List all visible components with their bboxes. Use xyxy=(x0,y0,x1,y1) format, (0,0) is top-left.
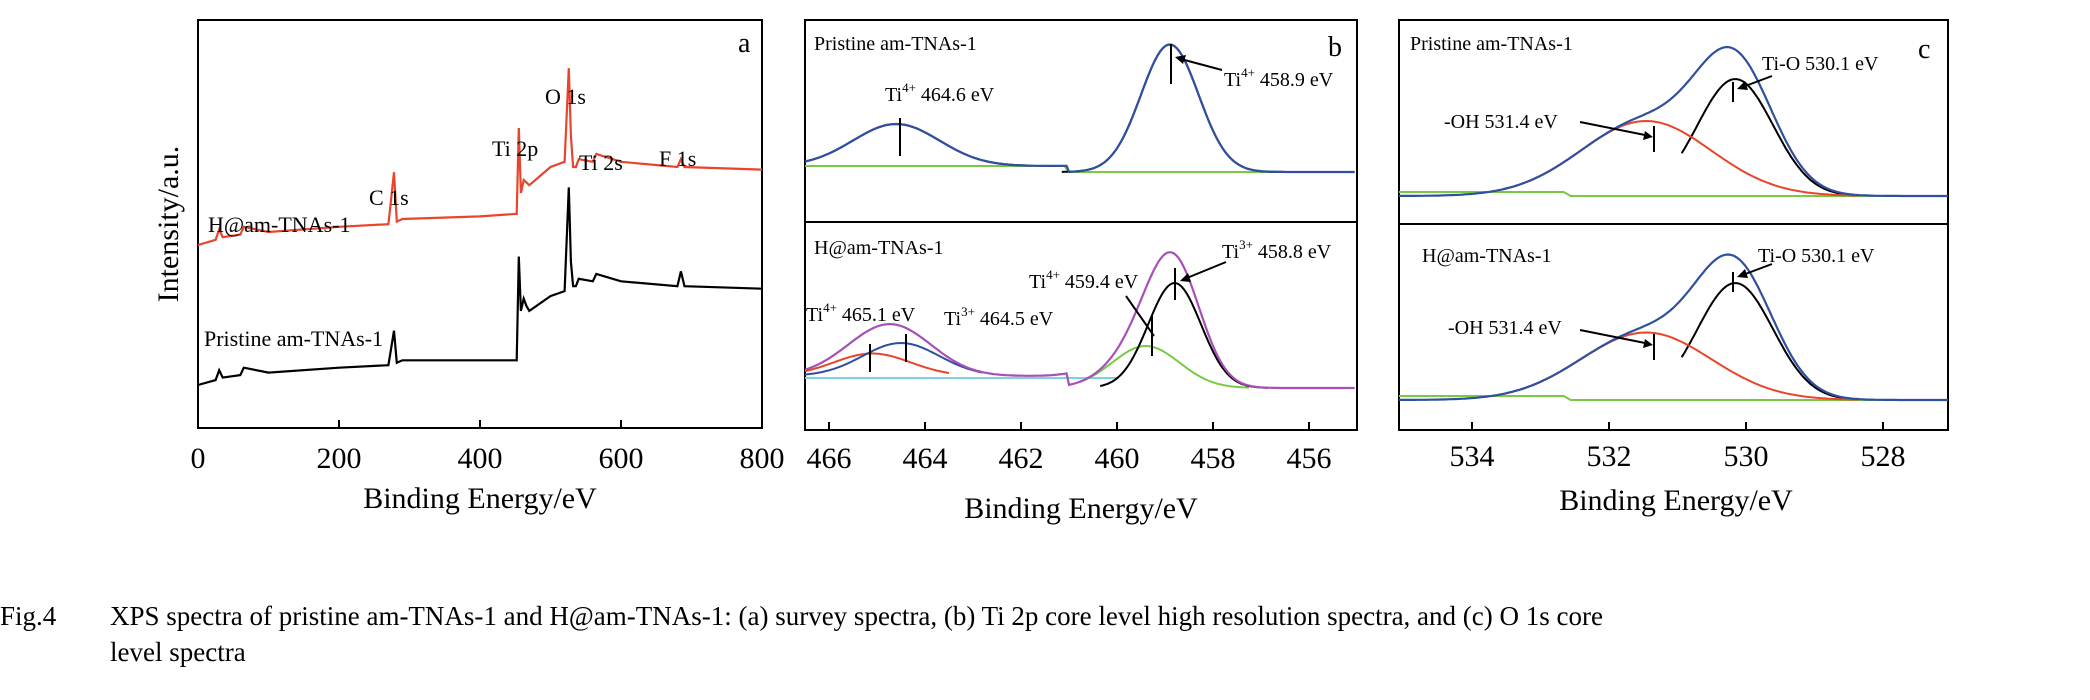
panel-c-tick-532: 532 xyxy=(1587,440,1632,473)
panel-b-tick-464: 464 xyxy=(903,442,948,475)
panel-b-top-title: Pristine am-TNAs-1 xyxy=(814,33,977,55)
panel-b-frame xyxy=(804,19,1358,431)
panel-a-letter: a xyxy=(738,28,751,59)
peak-label-o1s: O 1s xyxy=(545,84,586,109)
panel-b: b Pristine am-TNAs-1 H@am-TNAs-1 Binding… xyxy=(804,19,1358,525)
panel-c-xlabel: Binding Energy/eV xyxy=(1559,484,1793,517)
c-bottom-fit-ti-o xyxy=(1680,282,1858,401)
panel-c-letter: c xyxy=(1918,34,1930,65)
panel-b-tick-466: 466 xyxy=(807,442,852,475)
panel-a-tick-600: 600 xyxy=(599,442,644,475)
panel-c: c Pristine am-TNAs-1 H@am-TNAs-1 Binding… xyxy=(1398,19,1949,517)
b-bottom-fit-ti4-459-4 xyxy=(1080,344,1250,389)
b-bot-label-465-1: Ti4+ 465.1 eV xyxy=(806,300,916,326)
panel-c-tick-marks xyxy=(1471,422,1884,430)
panel-c-top-title: Pristine am-TNAs-1 xyxy=(1410,33,1573,55)
peak-label-c1s: C 1s xyxy=(369,185,409,210)
b-bot-label-459-4: Ti4+ 459.4 eV xyxy=(1029,267,1139,293)
c-top-arrow-oh xyxy=(1579,121,1651,137)
panel-b-xlabel: Binding Energy/eV xyxy=(964,492,1198,525)
xps-figure: a Intensity/a.u. Binding Energy/eV 0 200… xyxy=(152,19,1949,525)
panel-b-tick-460: 460 xyxy=(1095,442,1140,475)
b-top-arrowhead-458-9 xyxy=(1175,55,1186,64)
panel-c-bottom-title: H@am-TNAs-1 xyxy=(1422,245,1552,267)
b-bot-label-464-5: Ti3+ 464.5 eV xyxy=(944,304,1054,330)
series-label-h-am-tnas-1: H@am-TNAs-1 xyxy=(208,212,350,237)
b-top-label-458-9: Ti4+ 458.9 eV xyxy=(1224,65,1334,91)
c-top-arrowhead-ti-o xyxy=(1737,81,1748,90)
b-bot-arrow-459-4 xyxy=(1125,295,1155,337)
b-top-label-464-6: Ti4+ 464.6 eV xyxy=(885,80,995,106)
panel-c-tick-530: 530 xyxy=(1724,440,1769,473)
panel-c-tick-528: 528 xyxy=(1861,440,1906,473)
c-bot-arrowhead-ti-o xyxy=(1737,269,1748,278)
series-line-h-am-tnas-1 xyxy=(197,68,763,247)
c-top-label-ti-o: Ti-O 530.1 eV xyxy=(1762,53,1879,75)
b-top-arrow-458-9 xyxy=(1176,57,1223,71)
panel-a-xlabel: Binding Energy/eV xyxy=(363,482,597,515)
b-bot-label-458-8: Ti3+ 458.8 eV xyxy=(1222,237,1332,263)
b-bot-arrow-458-8 xyxy=(1181,261,1227,281)
b-bot-arrowhead-458-8 xyxy=(1180,273,1191,282)
panel-a: a Intensity/a.u. Binding Energy/eV 0 200… xyxy=(152,19,785,515)
c-bot-arrow-oh xyxy=(1579,329,1651,345)
panel-a-tick-400: 400 xyxy=(458,442,503,475)
c-top-envelope xyxy=(1399,45,1948,198)
panel-b-tick-456: 456 xyxy=(1287,442,1332,475)
b-top-envelope xyxy=(804,43,1355,174)
c-top-arrowhead-oh xyxy=(1643,131,1653,140)
panel-b-tick-marks xyxy=(828,422,1310,430)
c-bot-label-oh: -OH 531.4 eV xyxy=(1448,317,1562,339)
caption-label: Fig.4 xyxy=(0,601,57,631)
c-top-label-oh: -OH 531.4 eV xyxy=(1444,111,1558,133)
peak-label-ti2s: Ti 2s xyxy=(579,150,623,175)
c-bot-arrowhead-oh xyxy=(1643,339,1653,348)
panel-c-tick-labels: 534 532 530 528 xyxy=(1450,440,1906,473)
figure-caption: Fig.4 XPS spectra of pristine am-TNAs-1 a… xyxy=(0,598,2090,670)
panel-a-tick-0: 0 xyxy=(191,442,206,475)
panel-b-tick-labels: 466 464 462 460 458 456 xyxy=(807,442,1332,475)
peak-label-ti2p: Ti 2p xyxy=(492,136,538,161)
panel-a-tick-800: 800 xyxy=(740,442,785,475)
caption-continuation: level spectra xyxy=(110,637,246,667)
panel-a-tick-200: 200 xyxy=(317,442,362,475)
peak-label-f1s: F 1s xyxy=(659,146,696,171)
series-label-pristine-am-tnas-1: Pristine am-TNAs-1 xyxy=(204,326,383,351)
panel-a-tick-labels: 0 200 400 600 800 xyxy=(191,442,785,475)
panel-b-tick-458: 458 xyxy=(1191,442,1236,475)
b-top-fit-ti4-458-9 xyxy=(1061,43,1355,173)
c-bottom-envelope xyxy=(1399,253,1948,402)
panel-c-tick-534: 534 xyxy=(1450,440,1495,473)
panel-b-tick-462: 462 xyxy=(999,442,1044,475)
c-bot-label-ti-o: Ti-O 530.1 eV xyxy=(1758,245,1875,267)
b-bottom-envelope xyxy=(804,251,1355,390)
panel-a-tick-marks xyxy=(338,420,622,428)
c-bottom-fit-oh xyxy=(1500,331,1858,401)
b-bottom-fit-ti3-464-5 xyxy=(804,341,983,376)
b-bottom-fit-ti4-465-1 xyxy=(804,352,950,374)
panel-b-letter: b xyxy=(1328,32,1342,63)
b-top-fit-ti4-464-6 xyxy=(804,122,1029,167)
caption-text: XPS spectra of pristine am-TNAs-1 and H@… xyxy=(110,601,1603,631)
panel-b-bottom-title: H@am-TNAs-1 xyxy=(814,237,944,259)
series-line-pristine-am-tnas-1 xyxy=(197,187,763,387)
c-top-fit-ti-o xyxy=(1680,78,1858,197)
panel-a-ylabel: Intensity/a.u. xyxy=(152,146,185,303)
